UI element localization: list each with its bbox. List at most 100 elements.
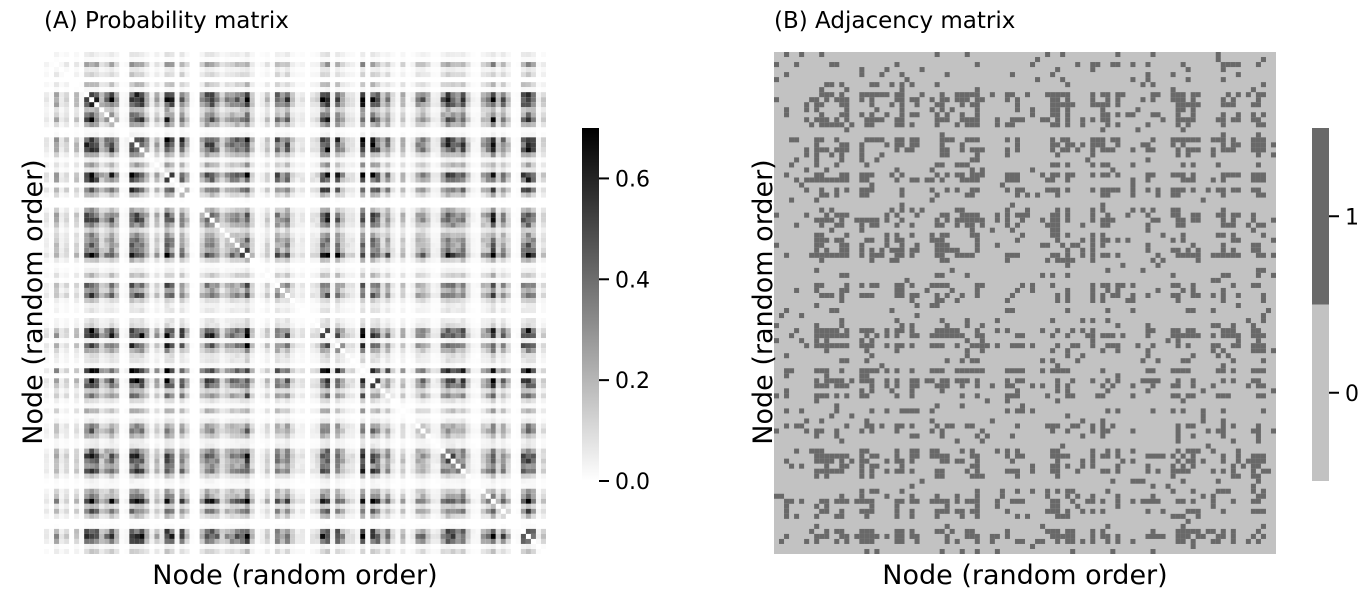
heatmap-cell [300,297,306,303]
heatmap-cell [199,147,205,153]
heatmap-cell [430,257,436,263]
heatmap-cell [505,252,511,258]
heatmap-cell [365,297,371,303]
heatmap-cell [480,112,486,118]
heatmap-cell [335,262,341,268]
heatmap-cell [345,157,351,163]
heatmap-cell [540,192,546,198]
heatmap-cell [480,122,486,128]
heatmap-cell [54,257,60,263]
heatmap-cell [144,172,150,178]
heatmap-cell [475,152,481,158]
heatmap-cell [385,127,391,133]
heatmap-cell [380,318,386,324]
heatmap-cell [380,242,386,248]
heatmap-cell [480,157,486,163]
heatmap-cell [430,117,436,123]
heatmap-cell [490,192,496,198]
heatmap-cell [184,257,190,263]
heatmap-cell [445,147,451,153]
heatmap-cell [184,333,190,339]
heatmap-cell [470,252,476,258]
heatmap-cell [214,292,220,298]
heatmap-cell [500,308,506,314]
heatmap-cell [490,217,496,223]
heatmap-cell [380,102,386,108]
heatmap-cell [49,142,55,148]
heatmap-cell [89,338,95,344]
heatmap-cell [325,267,331,273]
heatmap-cell [99,227,105,233]
heatmap-cell [219,267,225,273]
heatmap-cell [149,62,155,68]
heatmap-cell [134,247,140,253]
heatmap-cell [385,57,391,63]
heatmap-cell [239,87,245,93]
heatmap-cell [495,52,501,58]
heatmap-cell [84,172,90,178]
heatmap-cell [355,92,361,98]
heatmap-cell [279,338,285,344]
heatmap-cell [269,177,275,183]
heatmap-cell [154,318,160,324]
heatmap-cell [425,117,431,123]
heatmap-cell [224,207,230,213]
heatmap-cell [540,222,546,228]
heatmap-cell [99,52,105,58]
heatmap-cell [264,92,270,98]
heatmap-cell [495,237,501,243]
heatmap-cell [325,272,331,278]
heatmap-cell [455,162,461,168]
heatmap-cell [59,172,65,178]
heatmap-cell [390,287,396,293]
heatmap-cell [179,162,185,168]
heatmap-cell [289,162,295,168]
heatmap-cell [199,57,205,63]
heatmap-cell [375,267,381,273]
heatmap-cell [430,267,436,273]
heatmap-cell [295,318,301,324]
heatmap-cell [204,142,210,148]
heatmap-cell [239,323,245,329]
heatmap-cell [229,308,235,314]
heatmap-cell [325,117,331,123]
heatmap-cell [375,52,381,58]
heatmap-cell [465,192,471,198]
heatmap-cell [300,107,306,113]
heatmap-cell [164,212,170,218]
heatmap-cell [99,57,105,63]
heatmap-cell [395,333,401,339]
heatmap-cell [129,142,135,148]
heatmap-cell [445,92,451,98]
heatmap-cell [370,122,376,128]
heatmap-cell [410,107,416,113]
heatmap-cell [64,308,70,314]
heatmap-cell [360,67,366,73]
heatmap-cell [234,57,240,63]
heatmap-cell [94,197,100,203]
heatmap-cell [264,177,270,183]
heatmap-cell [164,52,170,58]
heatmap-cell [440,187,446,193]
heatmap-cell [144,52,150,58]
heatmap-cell [380,117,386,123]
heatmap-cell [540,102,546,108]
heatmap-cell [475,252,481,258]
heatmap-cell [525,137,531,143]
heatmap-cell [530,308,536,314]
heatmap-cell [174,82,180,88]
heatmap-cell [264,333,270,339]
heatmap-cell [335,182,341,188]
heatmap-cell [229,207,235,213]
heatmap-cell [520,147,526,153]
heatmap-cell [219,308,225,314]
heatmap-cell [289,62,295,68]
heatmap-cell [295,328,301,334]
heatmap-cell [485,87,491,93]
heatmap-cell [199,52,205,58]
heatmap-cell [234,167,240,173]
heatmap-cell [289,97,295,103]
heatmap-cell [184,62,190,68]
heatmap-cell [335,232,341,238]
heatmap-cell [480,217,486,223]
